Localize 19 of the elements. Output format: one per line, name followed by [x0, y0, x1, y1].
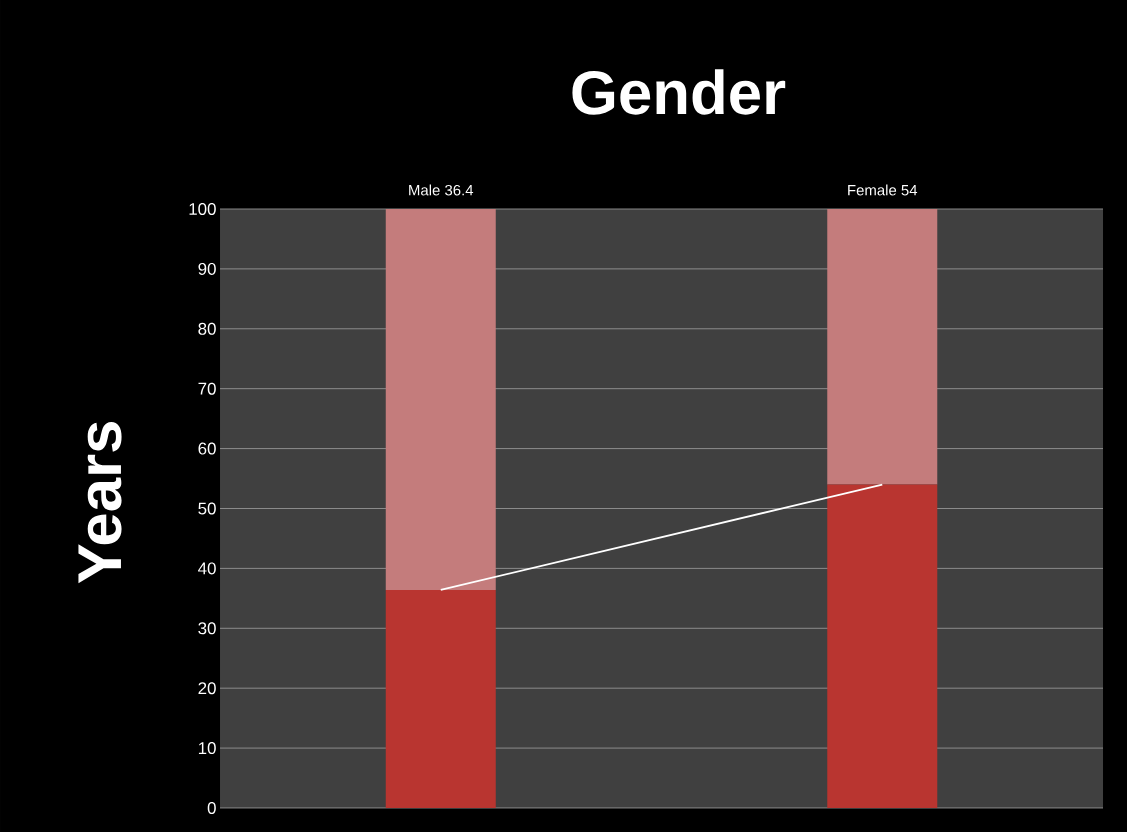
- y-tick-label: 30: [198, 622, 216, 635]
- x-tick-label: Male 36.4: [409, 184, 474, 196]
- y-tick-label: 60: [198, 442, 216, 455]
- y-tick-label: 80: [198, 322, 216, 335]
- y-tick-label: 20: [198, 682, 216, 695]
- y-tick-label: 50: [198, 502, 216, 515]
- y-tick-label: 40: [198, 562, 216, 575]
- bar: [827, 208, 938, 485]
- bar: [385, 208, 496, 590]
- y-axis-title: Years: [78, 422, 122, 584]
- chart-title: Gender: [572, 69, 786, 115]
- y-tick-label: 0: [207, 801, 216, 814]
- y-tick-label: 70: [198, 382, 216, 395]
- bar: [385, 589, 496, 808]
- x-tick-label: Female 54: [848, 184, 918, 196]
- bar: [827, 484, 938, 808]
- y-tick-label: 90: [198, 262, 216, 275]
- y-tick-label: 10: [198, 742, 216, 755]
- y-tick-label: 100: [189, 202, 216, 215]
